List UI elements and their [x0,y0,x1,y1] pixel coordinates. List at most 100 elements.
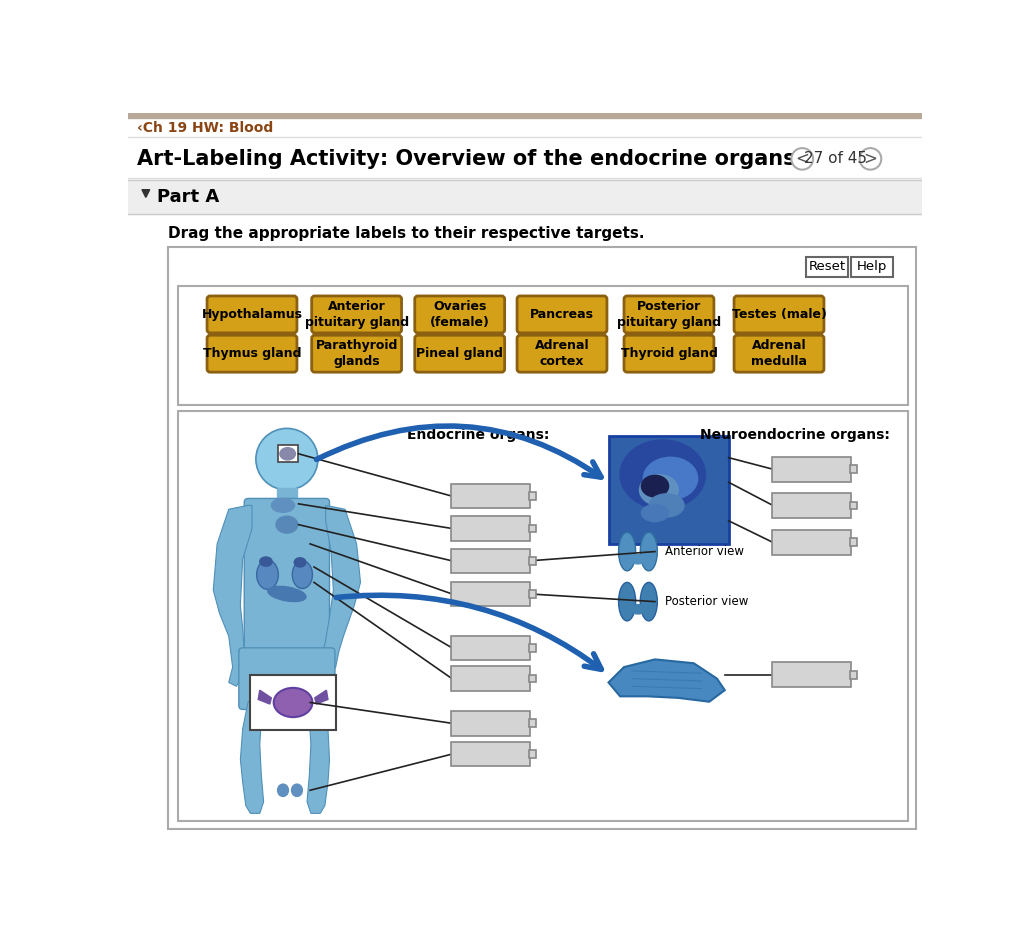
Text: Posterior
pituitary gland: Posterior pituitary gland [616,300,721,329]
Ellipse shape [641,504,669,521]
Bar [128,179,922,213]
FancyBboxPatch shape [415,296,505,333]
Text: Reset: Reset [809,260,846,273]
FancyBboxPatch shape [772,662,851,687]
Ellipse shape [640,532,657,571]
Ellipse shape [640,474,678,505]
Text: Anterior
pituitary gland: Anterior pituitary gland [304,300,409,329]
Polygon shape [322,505,360,679]
Text: Pineal gland: Pineal gland [417,347,503,361]
FancyBboxPatch shape [624,335,714,372]
Text: 27 of 45: 27 of 45 [804,151,867,166]
Text: Posterior view: Posterior view [665,595,749,608]
FancyBboxPatch shape [452,636,530,660]
FancyBboxPatch shape [772,530,851,555]
Text: Thymus gland: Thymus gland [203,347,301,361]
Bar [529,644,537,652]
FancyBboxPatch shape [452,516,530,541]
Bar [529,525,537,532]
FancyBboxPatch shape [311,296,401,333]
FancyBboxPatch shape [452,667,530,691]
Circle shape [256,428,317,490]
Bar [278,445,298,462]
Bar [850,671,857,679]
Text: Part A: Part A [158,188,220,206]
Bar [529,590,537,598]
FancyBboxPatch shape [734,335,824,372]
Ellipse shape [618,532,636,571]
Bar [178,286,908,406]
FancyBboxPatch shape [311,335,401,372]
FancyBboxPatch shape [772,457,851,482]
Text: Art-Labeling Activity: Overview of the endocrine organs: Art-Labeling Activity: Overview of the e… [137,149,796,169]
Polygon shape [213,505,252,686]
Ellipse shape [643,457,697,500]
FancyBboxPatch shape [851,256,893,277]
FancyBboxPatch shape [517,296,607,333]
Text: Anterior view: Anterior view [665,545,744,558]
FancyBboxPatch shape [517,335,607,372]
Bar [168,248,916,829]
FancyBboxPatch shape [245,499,330,660]
Ellipse shape [267,586,306,602]
Ellipse shape [278,784,289,796]
Bar [128,113,922,118]
Ellipse shape [621,440,706,509]
Polygon shape [305,694,330,813]
Ellipse shape [641,475,669,497]
FancyBboxPatch shape [452,581,530,607]
FancyBboxPatch shape [239,648,335,710]
Text: Adrenal
medulla: Adrenal medulla [751,339,807,368]
Ellipse shape [273,688,312,717]
FancyBboxPatch shape [415,335,505,372]
Text: >: > [863,150,878,168]
Ellipse shape [640,582,657,621]
Ellipse shape [276,516,298,533]
Ellipse shape [630,555,646,564]
Ellipse shape [649,494,684,517]
Bar [251,675,336,731]
Text: <: < [796,150,809,168]
FancyBboxPatch shape [734,296,824,333]
Ellipse shape [280,448,295,460]
Text: Pancreas: Pancreas [530,308,594,321]
Bar [529,750,537,758]
Bar [850,538,857,546]
Ellipse shape [294,558,306,567]
Text: Help: Help [857,260,887,273]
Text: Thyroid gland: Thyroid gland [621,347,718,361]
Bar [529,492,537,500]
Text: Hypothalamus: Hypothalamus [202,308,302,321]
Polygon shape [258,690,271,704]
Ellipse shape [618,582,636,621]
Bar [529,675,537,683]
Bar [850,466,857,473]
Bar [178,411,908,821]
FancyBboxPatch shape [452,711,530,735]
Circle shape [859,148,882,170]
Polygon shape [241,694,266,813]
Text: Parathyroid
glands: Parathyroid glands [315,339,397,368]
FancyArrowPatch shape [336,595,601,670]
Bar [276,488,297,504]
FancyArrowPatch shape [316,426,601,477]
FancyBboxPatch shape [452,548,530,573]
Text: Ovaries
(female): Ovaries (female) [430,300,489,329]
Polygon shape [608,659,725,701]
Circle shape [792,148,813,170]
FancyBboxPatch shape [452,742,530,766]
Ellipse shape [271,499,295,513]
Text: Testes (male): Testes (male) [731,308,826,321]
FancyBboxPatch shape [624,296,714,333]
Bar [850,501,857,509]
Polygon shape [314,690,328,704]
Bar [608,436,729,544]
FancyBboxPatch shape [772,493,851,517]
FancyBboxPatch shape [806,256,848,277]
Ellipse shape [260,557,272,566]
Ellipse shape [292,561,312,589]
Polygon shape [142,190,150,197]
Ellipse shape [630,605,646,614]
Text: Drag the appropriate labels to their respective targets.: Drag the appropriate labels to their res… [168,226,645,241]
FancyBboxPatch shape [452,484,530,508]
